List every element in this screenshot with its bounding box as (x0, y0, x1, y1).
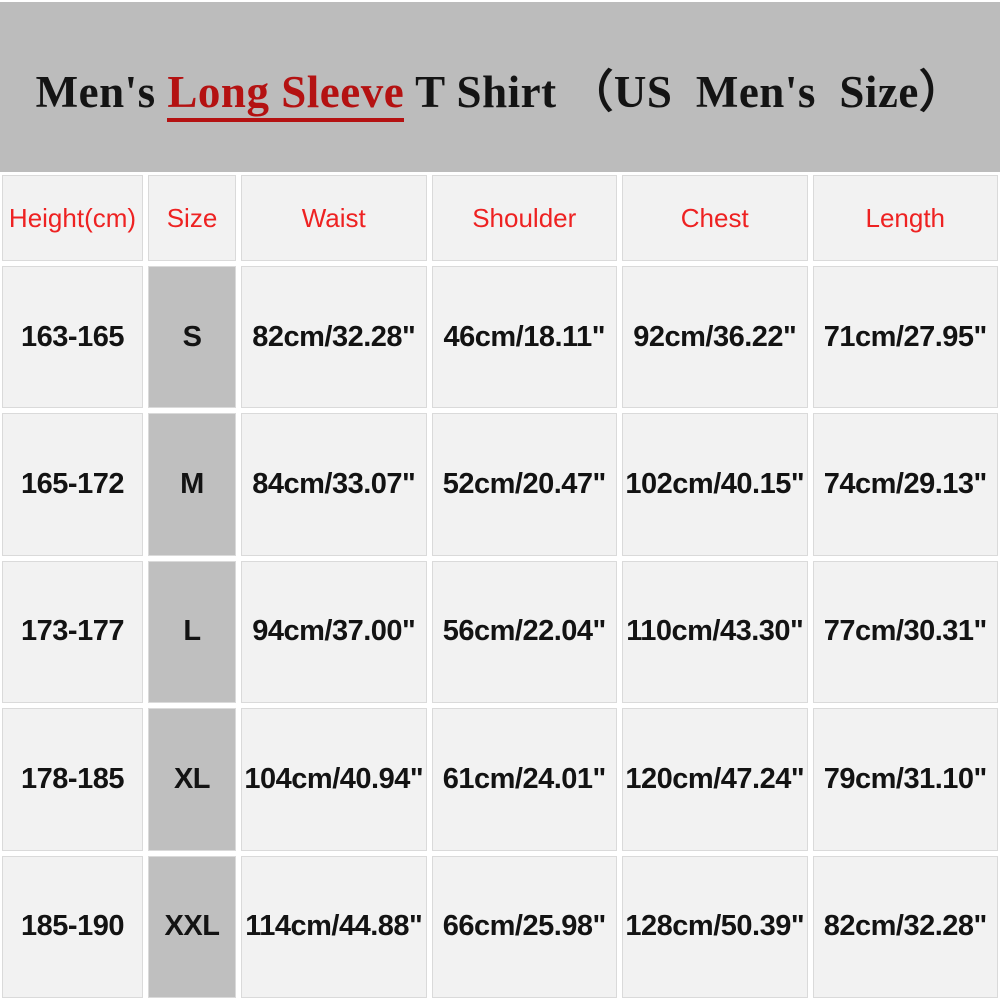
cell-chest: 128cm/50.39" (622, 855, 808, 998)
cell-shoulder: 56cm/22.04" (431, 560, 617, 704)
column-header-length: Length (812, 175, 998, 261)
cell-height-range: 173-177 (2, 560, 143, 704)
column-header-shoulder: Shoulder (431, 175, 617, 261)
title-banner: Men's Long Sleeve T Shirt （US Men's Size… (0, 2, 1000, 172)
column-header-height: Height(cm) (2, 175, 143, 261)
size-chart-table: Height(cm) Size Waist Shoulder Chest Len… (0, 172, 1000, 1000)
cell-height-range: 185-190 (2, 855, 143, 998)
cell-waist: 84cm/33.07" (241, 413, 427, 556)
cell-size: XL (148, 708, 236, 851)
column-header-waist: Waist (241, 175, 427, 261)
cell-waist: 94cm/37.00" (241, 560, 427, 704)
column-header-size: Size (148, 175, 236, 261)
title-prefix: Men's (35, 66, 168, 117)
cell-height-range: 178-185 (2, 708, 143, 851)
cell-length: 77cm/30.31" (812, 560, 998, 704)
cell-shoulder: 66cm/25.98" (431, 855, 617, 998)
column-header-chest: Chest (622, 175, 808, 261)
cell-length: 82cm/32.28" (812, 855, 998, 998)
cell-chest: 120cm/47.24" (622, 708, 808, 851)
cell-waist: 82cm/32.28" (241, 266, 427, 409)
cell-waist: 104cm/40.94" (241, 708, 427, 851)
cell-shoulder: 61cm/24.01" (431, 708, 617, 851)
cell-waist: 114cm/44.88" (241, 855, 427, 998)
cell-size: M (148, 413, 236, 556)
cell-size: L (148, 560, 236, 704)
cell-height-range: 163-165 (2, 266, 143, 409)
cell-length: 79cm/31.10" (812, 708, 998, 851)
title-highlight: Long Sleeve (167, 66, 405, 122)
cell-chest: 110cm/43.30" (622, 560, 808, 704)
cell-length: 74cm/29.13" (812, 413, 998, 556)
cell-size: XXL (148, 855, 236, 998)
cell-size: S (148, 266, 236, 409)
title-suffix: T Shirt （US Men's Size） (404, 66, 965, 117)
cell-chest: 102cm/40.15" (622, 413, 808, 556)
cell-chest: 92cm/36.22" (622, 266, 808, 409)
cell-shoulder: 46cm/18.11" (431, 266, 617, 409)
cell-height-range: 165-172 (2, 413, 143, 556)
page-title: Men's Long Sleeve T Shirt （US Men's Size… (35, 55, 965, 122)
cell-shoulder: 52cm/20.47" (431, 413, 617, 556)
cell-length: 71cm/27.95" (812, 266, 998, 409)
